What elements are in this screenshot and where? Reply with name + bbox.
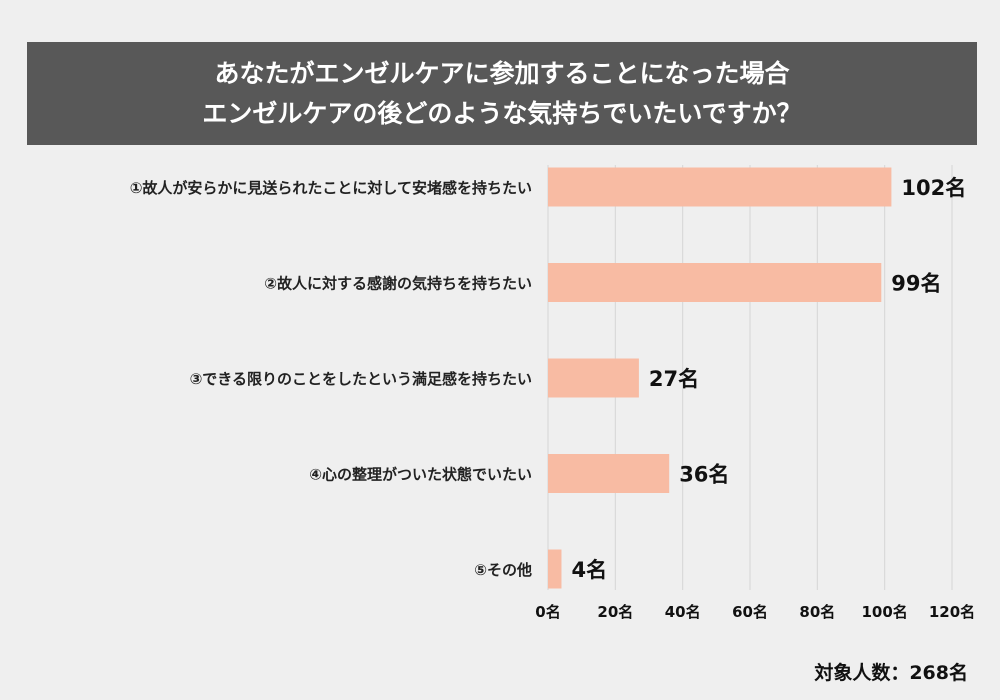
category-label: ⑤その他	[474, 561, 532, 579]
x-tick-label: 0名	[535, 603, 560, 621]
x-tick-label: 40名	[665, 603, 701, 621]
category-label: ③できる限りのことをしたという満足感を持ちたい	[190, 370, 532, 388]
bar	[548, 454, 670, 493]
bar	[548, 263, 882, 302]
data-label: 99名	[891, 272, 941, 296]
category-label: ②故人に対する感謝の気持ちを持ちたい	[264, 275, 532, 293]
chart-title-line-2: エンゼルケアの後どのような気持ちでいたいですか？	[202, 98, 802, 128]
x-tick-label: 100名	[862, 603, 908, 621]
x-tick-label: 80名	[799, 603, 835, 621]
category-label: ④心の整理がついた状態でいたい	[309, 466, 532, 484]
data-label: 4名	[571, 558, 607, 582]
data-label: 102名	[901, 176, 966, 200]
x-tick-label: 120名	[929, 603, 975, 621]
chart-title: あなたがエンゼルケアに参加することになった場合 エンゼルケアの後どのような気持ち…	[27, 42, 977, 145]
bar	[548, 167, 892, 207]
data-label: 27名	[649, 367, 699, 391]
chart-title-line-1: あなたがエンゼルケアに参加することになった場合	[214, 58, 790, 88]
data-label: 36名	[679, 463, 729, 487]
respondent-total: 対象人数：268名	[814, 662, 968, 684]
category-label: ①故人が安らかに見送られたことに対して安堵感を持ちたい	[130, 179, 532, 197]
bar	[548, 549, 562, 589]
x-tick-label: 60名	[732, 603, 768, 621]
x-tick-label: 20名	[597, 603, 633, 621]
bar	[548, 358, 639, 398]
